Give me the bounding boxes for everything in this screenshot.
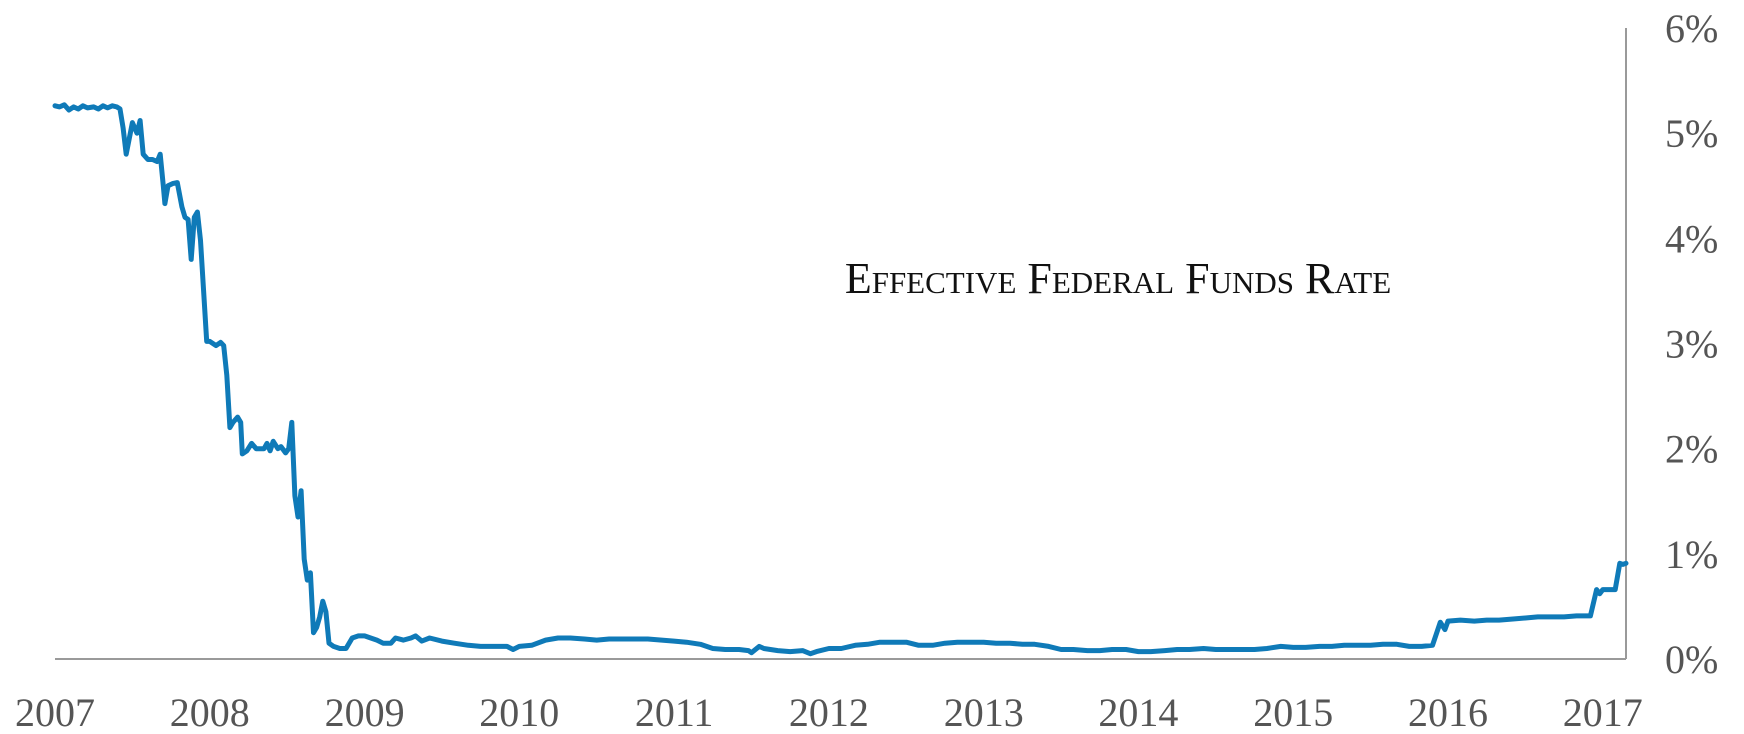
x-tick-label: 2012 [789, 690, 869, 734]
y-tick-label: 5% [1665, 111, 1718, 156]
y-tick-label: 6% [1665, 6, 1718, 51]
x-tick-label: 2016 [1408, 690, 1488, 734]
x-tick-label: 2007 [15, 690, 95, 734]
x-tick-label: 2008 [170, 690, 250, 734]
x-tick-label: 2013 [944, 690, 1024, 734]
y-tick-label: 2% [1665, 427, 1718, 472]
x-tick-label: 2017 [1563, 690, 1643, 734]
y-tick-label: 0% [1665, 637, 1718, 682]
y-tick-label: 4% [1665, 216, 1718, 261]
y-tick-label: 3% [1665, 322, 1718, 367]
plot-area [52, 28, 1629, 660]
chart-title: Effective Federal Funds Rate [845, 254, 1391, 303]
series-line-fed-funds-rate [52, 102, 1629, 657]
y-tick-label: 1% [1665, 532, 1718, 577]
x-tick-label: 2009 [325, 690, 405, 734]
x-tick-label: 2011 [635, 690, 714, 734]
x-tick-labels: 2007 2008 2009 2010 2011 2012 2013 2014 2015 2016… [15, 690, 1643, 734]
x-tick-label: 2010 [479, 690, 559, 734]
y-tick-labels: 0% 1% 2% 3% 4% 5% 6% [1665, 6, 1718, 682]
x-tick-label: 2014 [1098, 690, 1178, 734]
x-tick-label: 2015 [1253, 690, 1333, 734]
